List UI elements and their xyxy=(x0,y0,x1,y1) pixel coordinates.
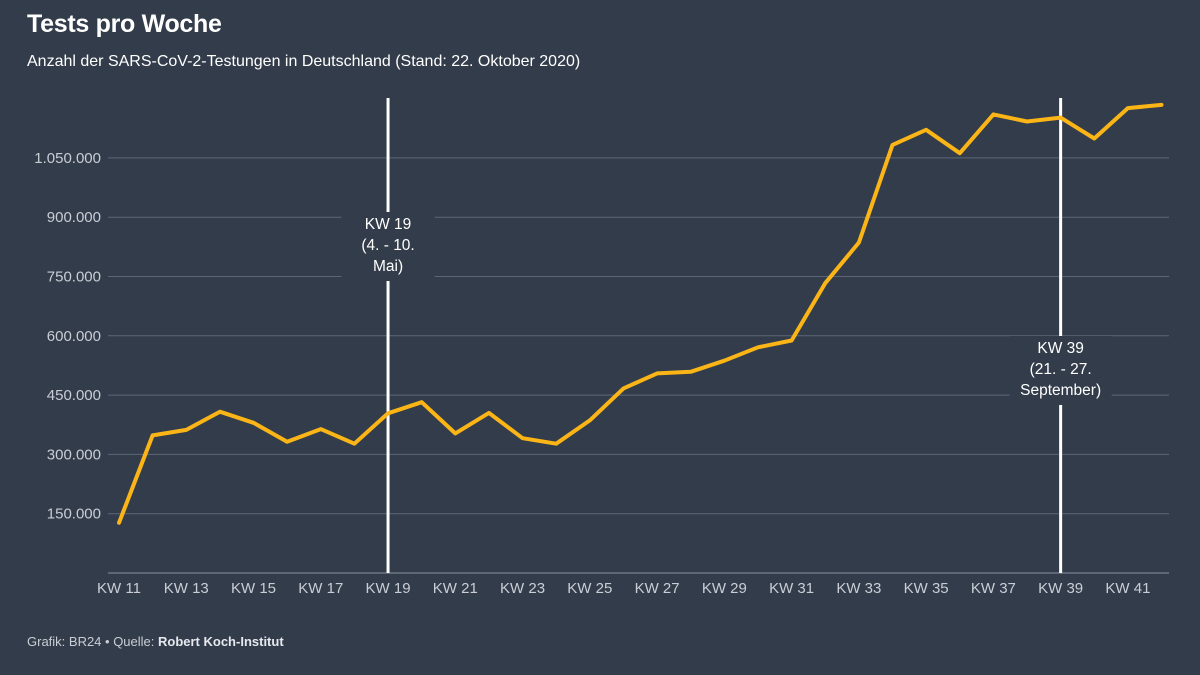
x-tick-label: KW 19 xyxy=(366,580,411,597)
x-tick-label: KW 25 xyxy=(567,580,612,597)
x-tick-label: KW 29 xyxy=(702,580,747,597)
x-tick-label: KW 33 xyxy=(836,580,881,597)
series-layer xyxy=(117,102,1164,525)
x-tick-label: KW 37 xyxy=(971,580,1016,597)
annotation-label: (4. - 10. xyxy=(361,237,414,254)
y-tick-label: 750.000 xyxy=(47,269,101,286)
footer-source: Robert Koch-Institut xyxy=(158,634,284,649)
x-tick-label: KW 39 xyxy=(1038,580,1083,597)
x-tick-label: KW 27 xyxy=(635,580,680,597)
series-line xyxy=(117,102,1164,525)
x-axis-ticks: KW 11 KW 13 KW 15 KW 17 KW 19 KW 21 KW 23 KW 25… xyxy=(97,580,1150,597)
grid-lines xyxy=(108,157,1169,574)
annotation-label: (21. - 27. xyxy=(1030,361,1092,378)
annotation-box xyxy=(341,212,435,281)
chart-title: Tests pro Woche xyxy=(27,10,222,38)
y-tick-label: 900.000 xyxy=(47,209,101,226)
annotation-label: September) xyxy=(1020,382,1101,399)
annotation-box xyxy=(1009,336,1112,405)
annotation-label: KW 19 xyxy=(365,216,412,233)
annotation-label: Mai) xyxy=(373,258,403,275)
y-tick-label: 600.000 xyxy=(47,328,101,345)
x-tick-label: KW 21 xyxy=(433,580,478,597)
y-tick-label: 1.050.000 xyxy=(34,150,101,167)
x-tick-label: KW 15 xyxy=(231,580,276,597)
footer-credit: Grafik: BR24 • Quelle: Robert Koch-Insti… xyxy=(27,634,284,649)
x-tick-label: KW 41 xyxy=(1105,580,1150,597)
x-tick-label: KW 31 xyxy=(769,580,814,597)
y-tick-label: 300.000 xyxy=(47,446,101,463)
annotation-label: KW 39 xyxy=(1037,340,1084,357)
x-tick-label: KW 13 xyxy=(164,580,209,597)
x-tick-label: KW 23 xyxy=(500,580,545,597)
x-tick-label: KW 17 xyxy=(298,580,343,597)
x-tick-label: KW 11 xyxy=(97,580,141,597)
y-tick-label: 450.000 xyxy=(47,387,101,404)
footer-prefix: Grafik: BR24 • Quelle: xyxy=(27,634,158,649)
annotation-markers: KW 19 (4. - 10. Mai) KW 39 (21. - 27. Septemb… xyxy=(341,98,1112,573)
x-tick-label: KW 35 xyxy=(904,580,949,597)
y-axis-ticks: 150.000 300.000 450.000 600.000 750.000 900.0… xyxy=(34,150,101,523)
chart-subtitle: Anzahl der SARS-CoV-2-Testungen in Deuts… xyxy=(27,53,581,70)
y-tick-label: 150.000 xyxy=(47,506,101,523)
